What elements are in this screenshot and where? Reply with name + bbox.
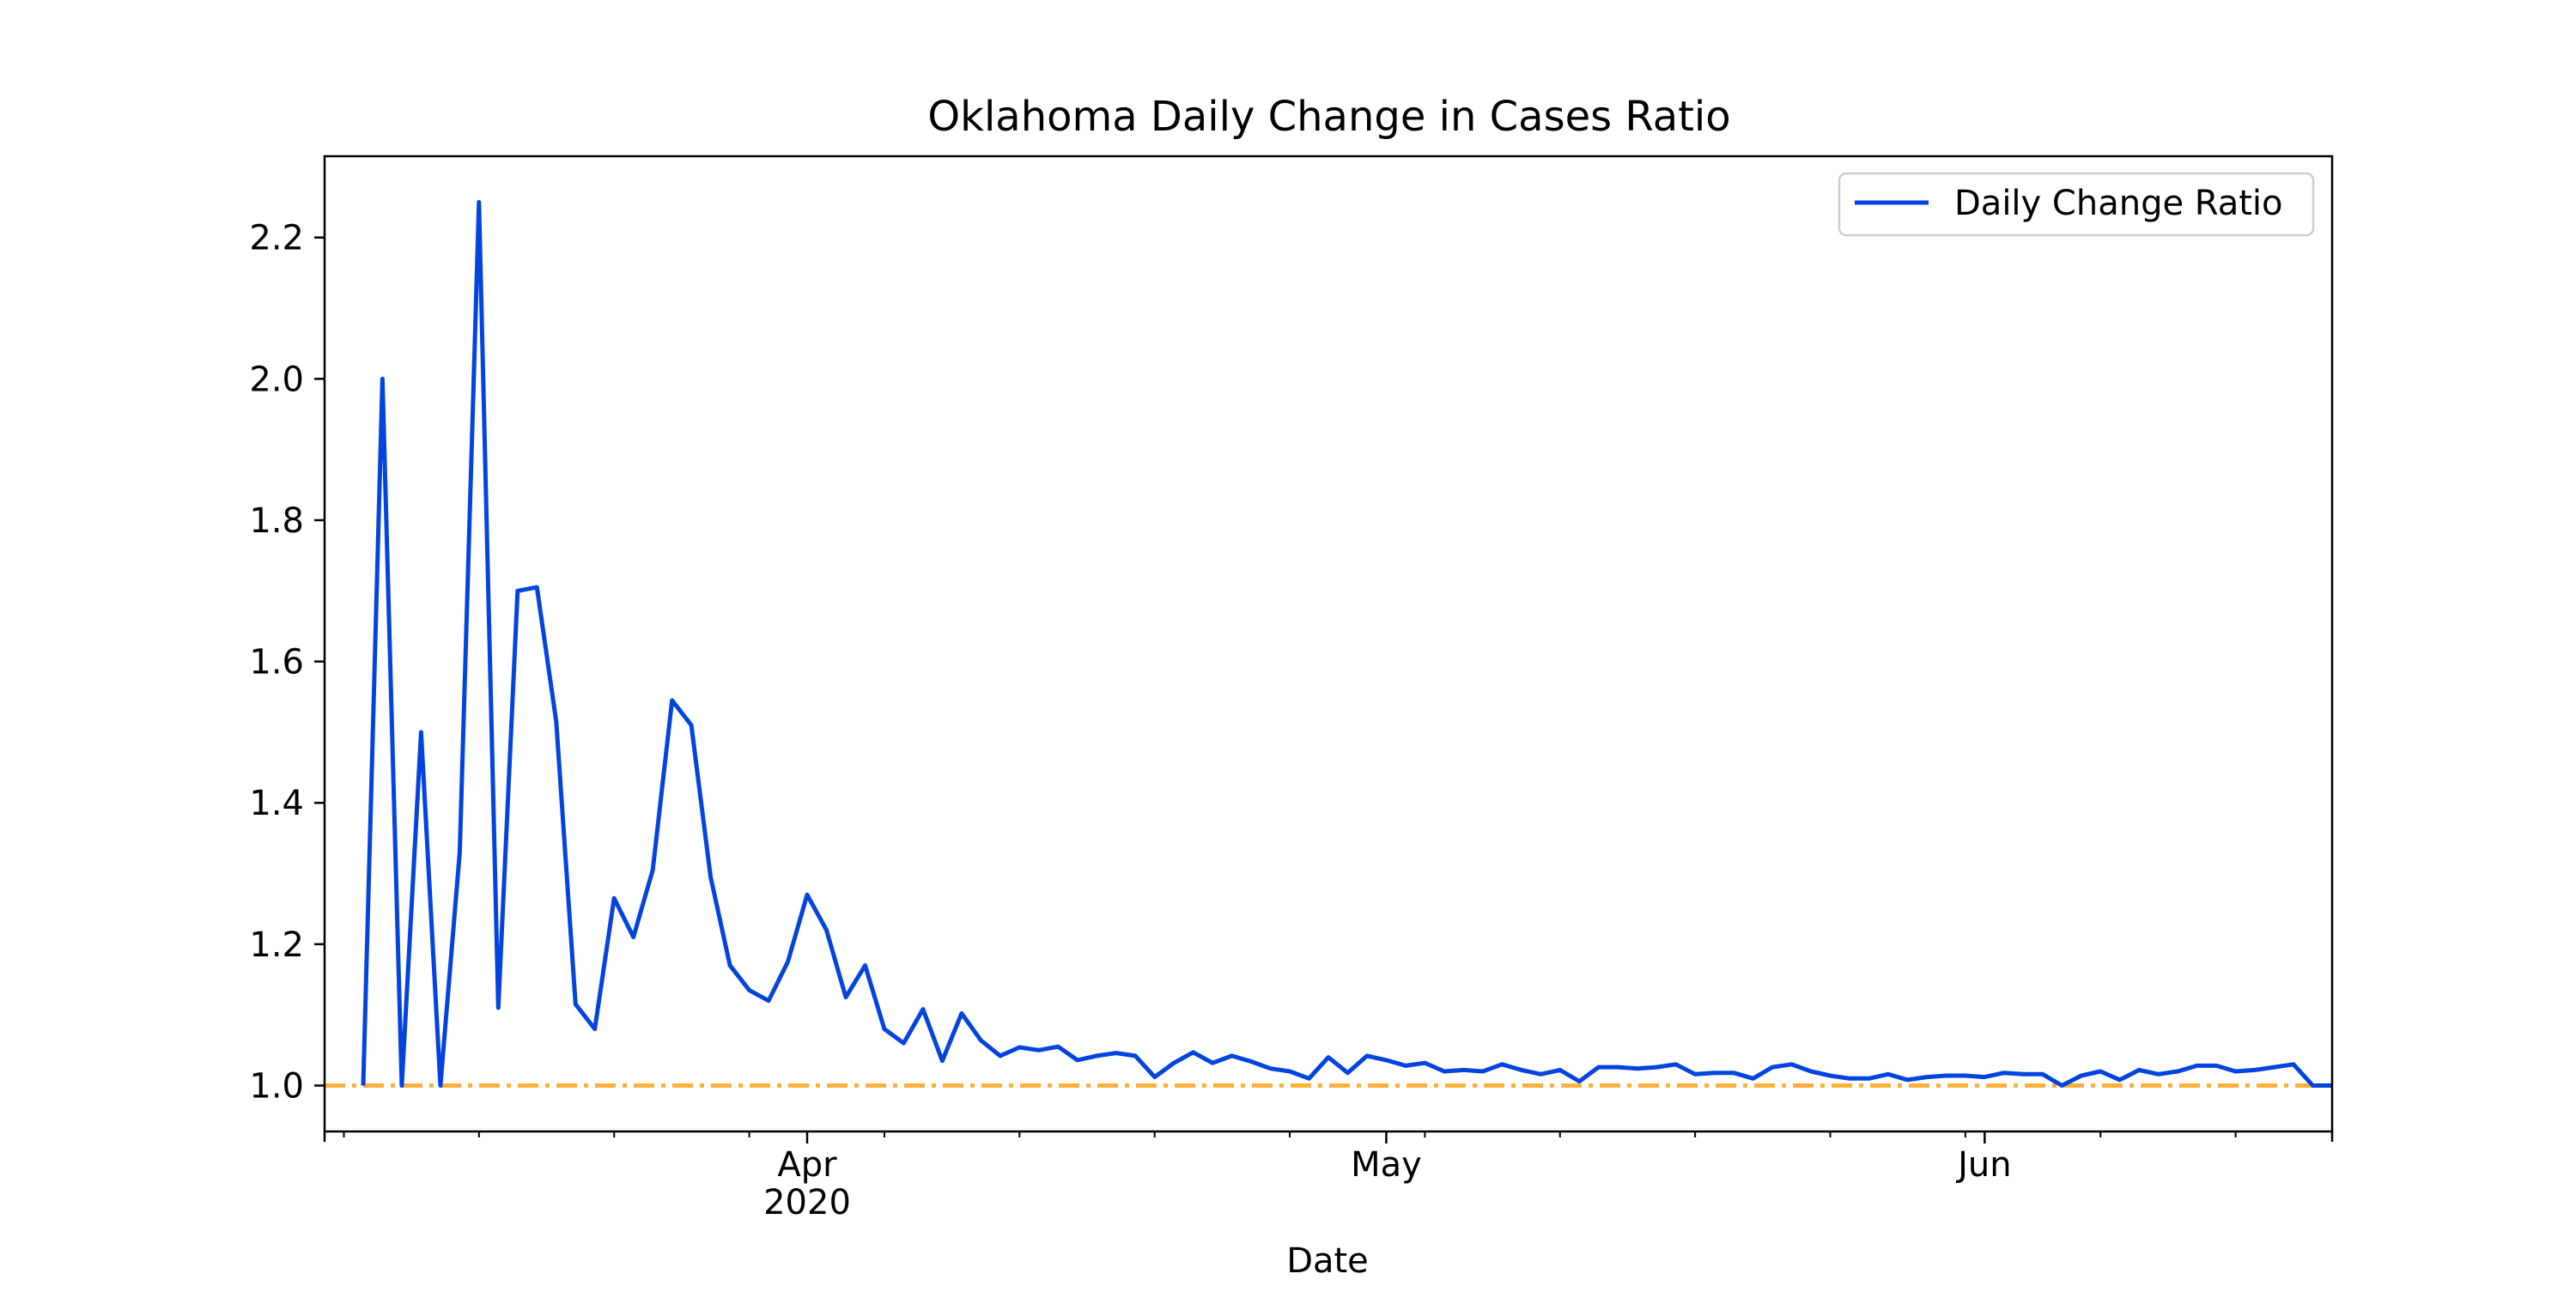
x-tick-label: Jun <box>1955 1145 2012 1185</box>
x-tick-label: Apr <box>777 1145 837 1185</box>
x-tick-label: May <box>1351 1145 1422 1185</box>
x-axis-label: Date <box>1286 1241 1369 1281</box>
legend: Daily Change Ratio <box>1838 172 2315 237</box>
y-tick-label: 2.0 <box>249 360 304 399</box>
y-tick-label: 1.4 <box>249 784 304 823</box>
plot-frame <box>323 155 2334 1133</box>
legend-label-daily-change-ratio: Daily Change Ratio <box>1954 184 2282 223</box>
legend-box <box>1838 172 2315 237</box>
chart-title: Oklahoma Daily Change in Cases Ratio <box>927 93 1730 141</box>
y-tick-label: 2.2 <box>249 219 304 258</box>
x-tick-sublabel: 2020 <box>763 1183 851 1222</box>
series-line-0 <box>361 200 2332 1088</box>
y-tick-label: 1.6 <box>249 643 304 682</box>
y-tick-label: 1.8 <box>249 501 304 541</box>
y-tick-label: 1.2 <box>249 925 304 965</box>
plot-area <box>325 200 2332 1088</box>
y-tick-label: 1.0 <box>249 1066 304 1106</box>
